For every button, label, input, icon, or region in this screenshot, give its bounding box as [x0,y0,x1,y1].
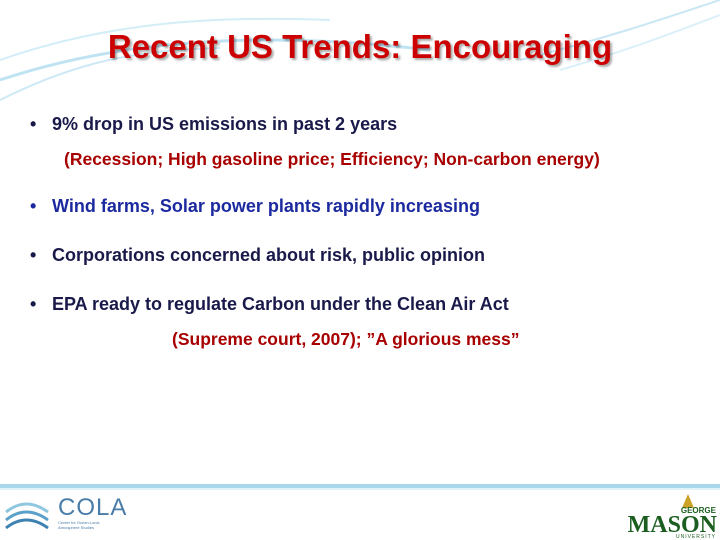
cola-logo: COLA [58,494,128,521]
bullet-subtext: (Recession; High gasoline price; Efficie… [64,149,600,169]
bullet-text: 9% drop in US emissions in past 2 years [52,114,398,134]
bullet: Wind farms, Solar power plants rapidly i… [30,196,710,217]
bullet: 9% drop in US emissions in past 2 years (… [30,114,710,170]
bullet-text: Wind farms, Solar power plants rapidly i… [52,196,480,216]
gmu-logo-bottom: UNIVERSITY [675,534,716,540]
bullet-text: Corporations concerned about risk, publi… [52,245,486,265]
gmu-logo-top: GEORGE [680,506,716,515]
bullet-text: EPA ready to regulate Carbon under the C… [52,294,509,314]
bullet: Corporations concerned about risk, publi… [30,245,710,266]
bullet: EPA ready to regulate Carbon under the C… [30,294,710,350]
gmu-logo: MASON [627,512,717,538]
slide-title: Recent US Trends: Encouraging [107,28,613,65]
cola-logo-subtitle: Center for Ocean-Land-Atmosphere Studies [58,520,101,530]
bullet-subtext: (Supreme court, 2007); ”A glorious mess” [172,329,520,349]
bullet-list: 9% drop in US emissions in past 2 years (… [30,114,710,378]
